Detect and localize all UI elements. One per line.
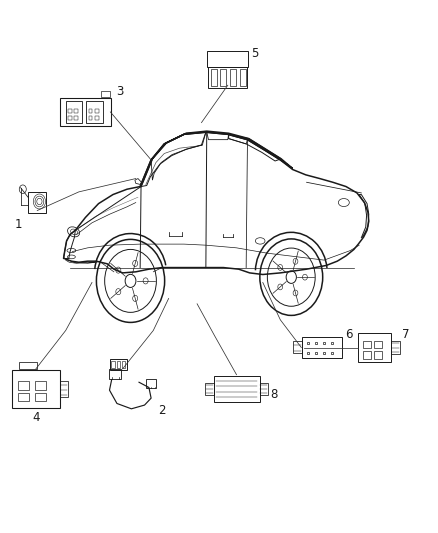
Text: 7: 7 xyxy=(402,328,410,341)
Text: 8: 8 xyxy=(271,388,278,401)
Text: 6: 6 xyxy=(345,328,353,341)
Text: 3: 3 xyxy=(116,85,123,98)
Text: 1: 1 xyxy=(14,219,22,231)
Text: 4: 4 xyxy=(32,411,40,424)
Text: 5: 5 xyxy=(251,47,258,60)
Text: 2: 2 xyxy=(158,404,165,417)
